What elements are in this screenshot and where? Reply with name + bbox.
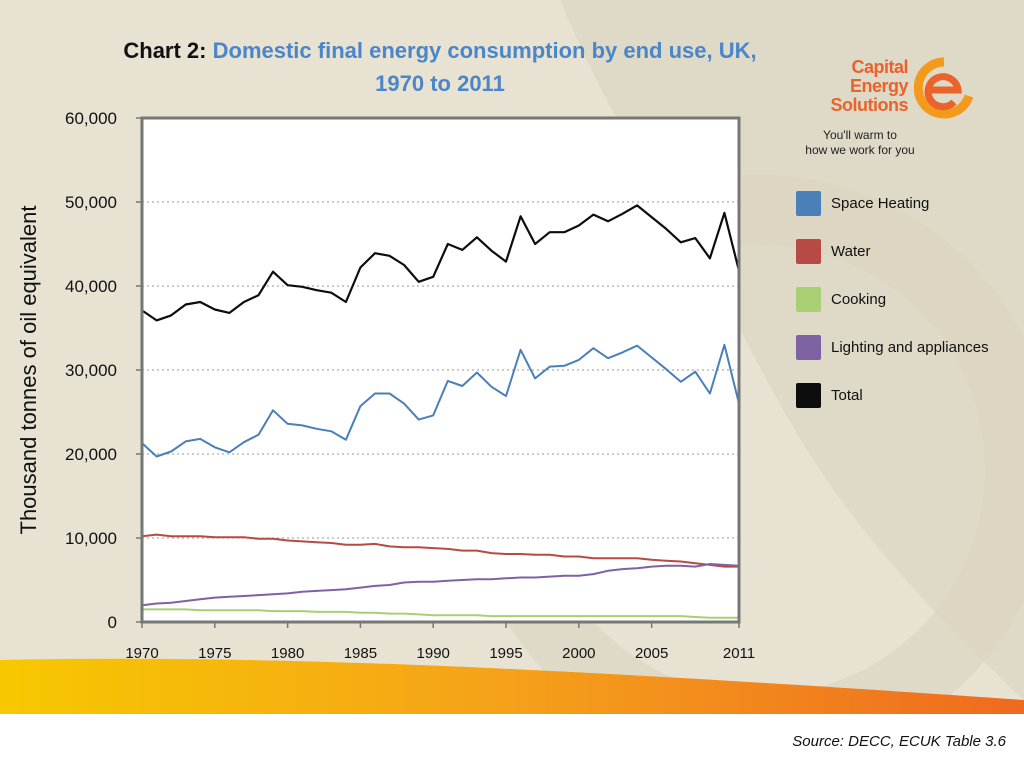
x-tick-label: 2011 [723,645,755,662]
legend-item-water: Water [796,236,1024,284]
legend-item-cooking: Cooking [796,284,1024,332]
series-line-total [141,204,741,322]
logo-tagline-line1: You'll warm to [823,128,897,142]
source-note: Source: DECC, ECUK Table 3.6 [792,733,1006,750]
logo-wordmark: Capital Energy Solutions [822,57,909,115]
x-tick-label: 1980 [271,645,304,662]
legend-label: Lighting and appliances [831,339,989,356]
plot-frame [140,116,741,624]
y-tick-label: 30,000 [65,361,117,380]
legend-item-lighting-and-appliances: Lighting and appliances [796,332,1024,380]
legend-label: Cooking [831,291,887,308]
x-tick-label: 1975 [198,645,231,662]
legend-label: Water [831,243,871,260]
x-tick-label: 1970 [125,645,158,662]
legend-swatch [796,191,821,216]
y-tick-label: 50,000 [65,193,117,212]
logo-tagline: You'll warm to how we work for you [780,128,940,158]
legend-item-total: Total [796,380,1024,428]
chart-legend: Space Heating Water Cooking Lighting and ap… [796,188,1024,428]
legend-item-space-heating: Space Heating [796,188,1024,236]
y-tick-label: 40,000 [65,277,117,296]
x-tick-label: 1985 [344,645,377,662]
y-axis-label: Thousand tonnes of oil equivalent [16,205,41,534]
legend-swatch [796,335,821,360]
footer-strip [0,714,1024,768]
chart-title-main: Domestic final energy consumption by end… [212,38,757,63]
series-line-cooking [142,608,739,619]
x-tick-label: 2005 [635,645,668,662]
bottom-gradient-band [0,658,1024,716]
logo-word-3: Solutions [830,95,909,115]
legend-label: Total [831,387,863,404]
logo-word-2: Energy [849,76,909,96]
y-tick-label: 20,000 [65,445,117,464]
series-line-lighting-and-appliances [141,563,740,607]
y-tick-label: 10,000 [65,529,117,548]
series-line-space-heating [141,343,740,458]
x-tick-label: 2000 [562,645,595,662]
series-line-water [141,533,739,568]
logo-e-mark-icon [914,57,974,119]
legend-swatch [796,287,821,312]
x-tick-label: 1995 [489,645,522,662]
legend-swatch [796,383,821,408]
y-tick-label: 0 [108,613,117,632]
plot-area [142,118,739,622]
chart-title-prefix: Chart 2: [123,38,207,63]
logo-word-1: Capital [851,57,908,77]
x-tick-label: 1990 [417,645,450,662]
company-logo: Capital Energy Solutions You'll warm to … [805,54,1000,164]
legend-label: Space Heating [831,195,930,212]
chart-title-line2: 1970 to 2011 [375,71,505,96]
legend-swatch [796,239,821,264]
logo-tagline-line2: how we work for you [805,143,915,157]
chart-title: Chart 2: Domestic final energy consumpti… [60,34,820,100]
y-tick-label: 60,000 [65,109,117,128]
